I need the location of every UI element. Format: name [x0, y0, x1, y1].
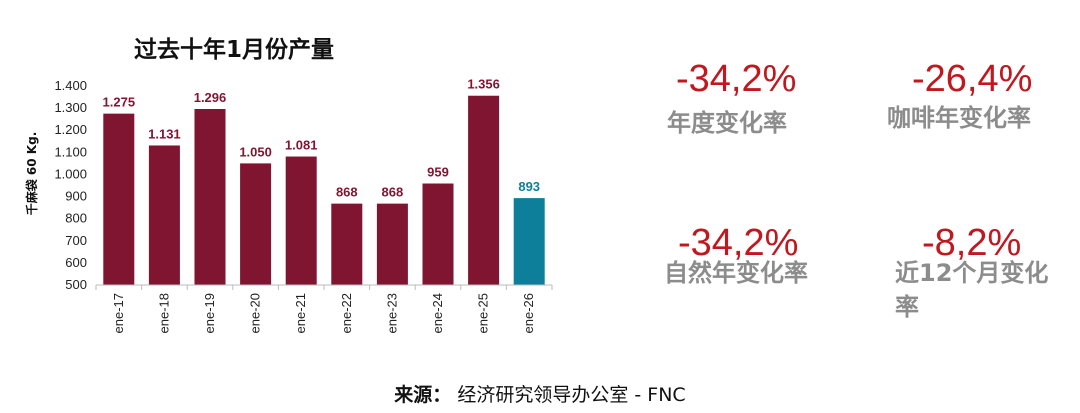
data-label: 1.131 [148, 126, 181, 141]
bar [331, 203, 363, 285]
kpi-annual-change-label: 年度变化率 [667, 109, 787, 137]
kpi-coffee-year-change-label: 咖啡年变化率 [887, 104, 1031, 132]
x-tick-label: ene-19 [202, 293, 217, 333]
data-label: 868 [382, 185, 404, 200]
source-text: 经济研究领导办公室 - FNC [451, 384, 686, 406]
y-axis-label: 千麻袋 60 Kg. [24, 132, 39, 216]
kpi-calendar-year-change-value: -34,2% [678, 222, 799, 264]
source-label: 来源： [394, 384, 452, 406]
x-tick-label: ene-25 [476, 293, 491, 333]
data-label: 1.050 [239, 144, 272, 159]
bar [513, 198, 545, 285]
x-tick-label: ene-17 [111, 293, 126, 333]
x-tick-label: ene-26 [521, 293, 536, 333]
y-tick-label: 1.400 [54, 78, 87, 93]
y-tick-label: 1.200 [54, 122, 87, 137]
bar [468, 95, 500, 286]
kpi-calendar-year-change-label: 自然年变化率 [664, 259, 808, 287]
data-label: 959 [427, 165, 449, 180]
bar [194, 108, 226, 286]
bar [285, 156, 317, 285]
bar [422, 183, 454, 285]
x-tick-label: ene-20 [248, 293, 263, 333]
kpi-12-month-change-value: -8,2% [922, 222, 1022, 264]
data-label: 1.296 [194, 90, 227, 105]
y-tick-label: 1.000 [54, 166, 87, 181]
x-tick-label: ene-22 [339, 293, 354, 333]
y-tick-label: 700 [65, 233, 87, 248]
y-tick-label: 800 [65, 211, 87, 226]
bar [148, 145, 180, 285]
bar [376, 203, 408, 285]
bar-chart: 500 600 700 800 900 1.000 1.100 1.200 1.300 1.400… [24, 77, 553, 333]
bar [240, 163, 272, 285]
kpi-annual-change-value: -34,2% [676, 58, 797, 100]
y-tick-label: 1.100 [54, 144, 87, 159]
x-tick-label: ene-24 [430, 293, 445, 333]
y-tick-label: 900 [65, 189, 87, 204]
source-note: 来源： 经济研究领导办公室 - FNC [0, 380, 1080, 407]
x-tick-label: ene-18 [156, 293, 171, 333]
kpi-12-month-change-label: 近12个月变化率 [895, 259, 1049, 321]
y-tick-label: 1.300 [54, 100, 87, 115]
data-label: 868 [336, 185, 358, 200]
bar [103, 113, 135, 285]
data-label: 1.356 [467, 77, 500, 92]
chart-title: 过去十年1月份产量 [134, 37, 335, 63]
data-label: 893 [518, 179, 540, 194]
y-tick-label: 600 [65, 255, 87, 270]
x-tick-label: ene-23 [384, 293, 399, 333]
data-label: 1.081 [285, 138, 318, 153]
kpi-coffee-year-change-value: -26,4% [912, 58, 1033, 100]
y-tick-label: 500 [65, 277, 87, 292]
x-tick-label: ene-21 [293, 293, 308, 333]
data-label: 1.275 [103, 95, 136, 110]
